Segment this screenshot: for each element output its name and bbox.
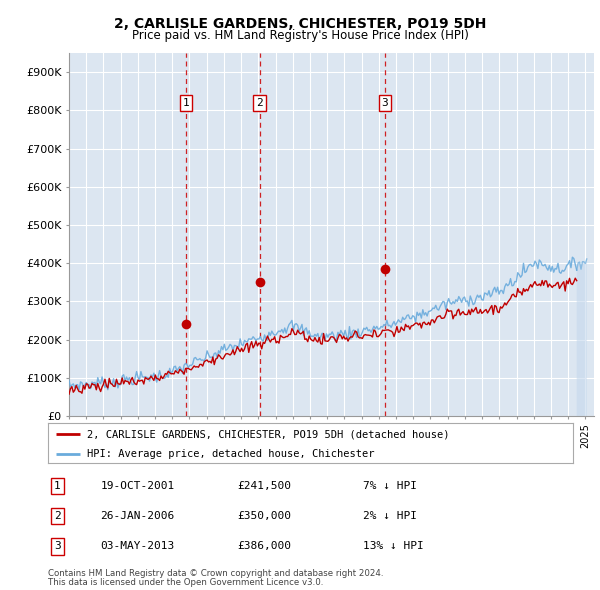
Text: 03-MAY-2013: 03-MAY-2013 xyxy=(101,542,175,552)
Text: HPI: Average price, detached house, Chichester: HPI: Average price, detached house, Chic… xyxy=(88,450,375,460)
Text: 3: 3 xyxy=(382,98,388,108)
Text: 2% ↓ HPI: 2% ↓ HPI xyxy=(363,512,417,521)
Text: This data is licensed under the Open Government Licence v3.0.: This data is licensed under the Open Gov… xyxy=(48,578,323,586)
Text: £350,000: £350,000 xyxy=(237,512,291,521)
Text: £386,000: £386,000 xyxy=(237,542,291,552)
Text: 3: 3 xyxy=(54,542,61,552)
Polygon shape xyxy=(577,259,587,416)
Text: 1: 1 xyxy=(54,481,61,491)
Text: 1: 1 xyxy=(182,98,190,108)
Text: 2: 2 xyxy=(54,512,61,521)
Text: Contains HM Land Registry data © Crown copyright and database right 2024.: Contains HM Land Registry data © Crown c… xyxy=(48,569,383,578)
Text: 13% ↓ HPI: 13% ↓ HPI xyxy=(363,542,424,552)
Text: 26-JAN-2006: 26-JAN-2006 xyxy=(101,512,175,521)
Text: Price paid vs. HM Land Registry's House Price Index (HPI): Price paid vs. HM Land Registry's House … xyxy=(131,30,469,42)
Text: 2: 2 xyxy=(256,98,263,108)
Text: £241,500: £241,500 xyxy=(237,481,291,491)
Text: 7% ↓ HPI: 7% ↓ HPI xyxy=(363,481,417,491)
Text: 19-OCT-2001: 19-OCT-2001 xyxy=(101,481,175,491)
Text: 2, CARLISLE GARDENS, CHICHESTER, PO19 5DH: 2, CARLISLE GARDENS, CHICHESTER, PO19 5D… xyxy=(114,17,486,31)
Text: 2, CARLISLE GARDENS, CHICHESTER, PO19 5DH (detached house): 2, CARLISLE GARDENS, CHICHESTER, PO19 5D… xyxy=(88,430,450,440)
